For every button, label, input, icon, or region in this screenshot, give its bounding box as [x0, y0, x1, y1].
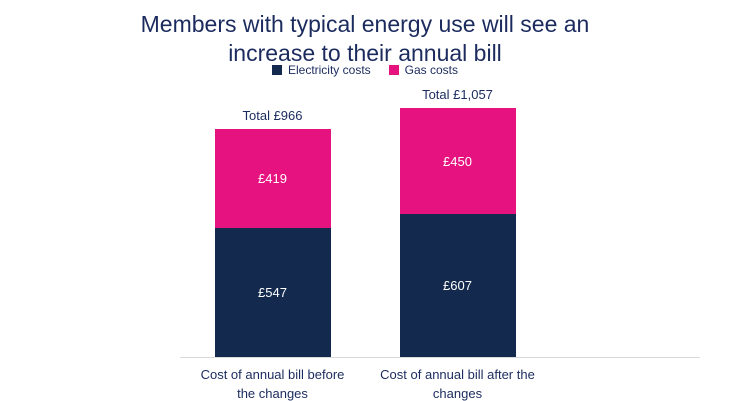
segment-value-label: £547 [258, 285, 287, 300]
chart-title: Members with typical energy use will see… [140, 11, 590, 67]
category-label-after: Cost of annual bill after the changes [380, 367, 535, 401]
legend-item-gas: Gas costs [388, 63, 459, 77]
electricity-swatch-icon [271, 65, 282, 75]
legend-item-electricity: Electricity costs [271, 63, 371, 77]
segment-value-label: £450 [443, 153, 472, 169]
total-label-before: Total £966 [242, 108, 303, 123]
category-label-before: Cost of annual bill before the changes [200, 367, 345, 401]
x-axis-labels: Cost of annual bill before the changes C… [0, 366, 730, 401]
legend-label-gas: Gas costs [404, 63, 459, 77]
gas-swatch-icon [388, 65, 399, 75]
plot-area: Total £966 £419 £547 Total £1,057 £450 £… [214, 87, 516, 357]
legend-label-electricity: Electricity costs [287, 63, 371, 77]
bar-before-changes: Total £966 £419 £547 [214, 108, 331, 357]
segment-value-label: £607 [443, 278, 472, 293]
x-axis-line [180, 357, 700, 358]
electricity-segment-before: £547 [214, 228, 331, 357]
electricity-segment-after: £607 [399, 214, 516, 357]
segment-value-label: £419 [258, 171, 287, 186]
gas-segment-after: £450 [399, 108, 516, 214]
chart-legend: Electricity costs Gas costs [0, 63, 730, 77]
total-label-after: Total £1,057 [422, 87, 493, 102]
bar-after-changes: Total £1,057 £450 £607 [399, 87, 516, 357]
gas-segment-before: £419 [214, 129, 331, 228]
